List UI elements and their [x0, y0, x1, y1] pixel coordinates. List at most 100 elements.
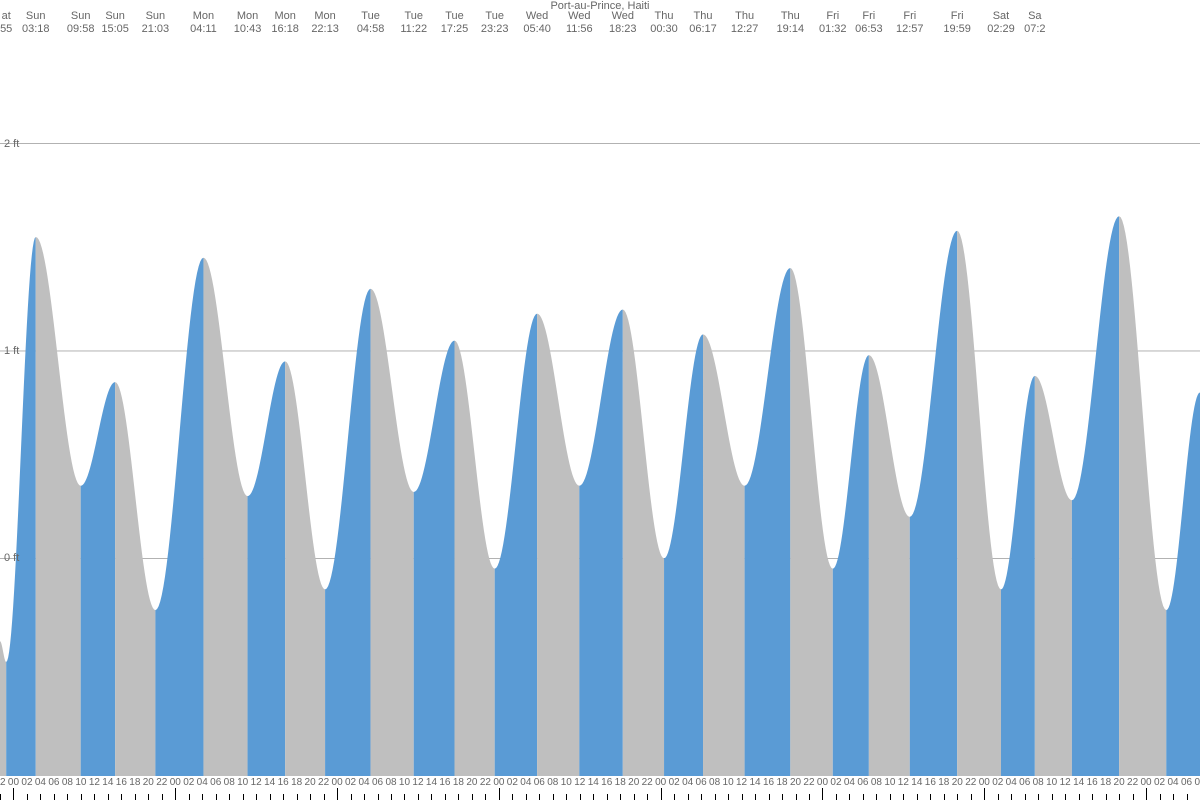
- x-axis-minor-tick: [27, 794, 28, 800]
- top-label-time: 19:14: [777, 23, 805, 36]
- x-axis-hour-label: 04: [520, 777, 531, 788]
- x-axis-minor-tick: [809, 794, 810, 800]
- tide-rising-segment: [1072, 216, 1119, 776]
- x-axis-hour-label: 00: [332, 777, 343, 788]
- y-axis-label: 2 ft: [4, 138, 19, 150]
- x-axis-hour-label: 10: [1046, 777, 1057, 788]
- tide-falling-segment: [36, 237, 81, 776]
- x-axis-hour-label: 08: [385, 777, 396, 788]
- x-axis-hour-label: 16: [439, 777, 450, 788]
- x-axis-minor-tick: [391, 794, 392, 800]
- x-axis-minor-tick: [769, 794, 770, 800]
- top-label-time: 22:13: [311, 23, 339, 36]
- x-axis-major-tick: [822, 788, 823, 800]
- x-axis-minor-tick: [1173, 794, 1174, 800]
- x-axis-minor-tick: [849, 794, 850, 800]
- x-axis-minor-tick: [404, 794, 405, 800]
- tide-extreme-label: Fri12:57: [896, 10, 924, 36]
- x-axis-minor-tick: [944, 794, 945, 800]
- top-label-day: Mon: [190, 10, 217, 23]
- x-axis-minor-tick: [553, 794, 554, 800]
- x-axis-hour-label: 06: [534, 777, 545, 788]
- x-axis-major-tick: [984, 788, 985, 800]
- top-label-time: 10:43: [234, 23, 262, 36]
- top-label-time: 07:2: [1024, 23, 1045, 36]
- x-axis-minor-tick: [863, 794, 864, 800]
- tide-extreme-label: Thu06:17: [689, 10, 717, 36]
- x-axis-hour-label: 20: [628, 777, 639, 788]
- x-axis-minor-tick: [0, 794, 1, 800]
- top-label-day: Tue: [441, 10, 469, 23]
- x-axis-hour-label: 00: [493, 777, 504, 788]
- tide-extreme-label: Thu00:30: [650, 10, 678, 36]
- tide-rising-segment: [495, 314, 537, 776]
- x-axis-hour-label: 14: [102, 777, 113, 788]
- x-axis-minor-tick: [903, 794, 904, 800]
- top-label-day: Sun: [142, 10, 170, 23]
- x-axis-minor-tick: [243, 794, 244, 800]
- top-label-day: at: [0, 10, 12, 23]
- tide-falling-segment: [957, 231, 1001, 776]
- x-axis-hour-label: 12: [251, 777, 262, 788]
- x-axis-hour-label: 08: [62, 777, 73, 788]
- x-axis-hour-label: 22: [1127, 777, 1138, 788]
- x-axis-hour-label: 14: [1073, 777, 1084, 788]
- top-label-day: Mon: [271, 10, 299, 23]
- x-axis-hour-label: 02: [1154, 777, 1165, 788]
- x-axis-minor-tick: [162, 794, 163, 800]
- x-axis-hour-label: 04: [1167, 777, 1178, 788]
- x-axis-minor-tick: [1106, 794, 1107, 800]
- top-label-time: 15:05: [101, 23, 129, 36]
- x-axis-minor-tick: [1065, 794, 1066, 800]
- tide-extreme-label: Sun03:18: [22, 10, 50, 36]
- tide-falling-segment: [537, 314, 579, 776]
- x-axis-hour-label: 00: [817, 777, 828, 788]
- x-axis-minor-tick: [297, 794, 298, 800]
- top-label-time: 55: [0, 23, 12, 36]
- tide-extreme-label: Mon10:43: [234, 10, 262, 36]
- x-axis-minor-tick: [81, 794, 82, 800]
- x-axis-hour-label: 02: [669, 777, 680, 788]
- x-axis-hour-label: 02: [21, 777, 32, 788]
- top-label-day: Wed: [523, 10, 551, 23]
- x-axis-minor-tick: [836, 794, 837, 800]
- x-axis-hour-label: 16: [1087, 777, 1098, 788]
- top-label-day: Sun: [67, 10, 95, 23]
- x-axis-hour-label: 12: [898, 777, 909, 788]
- x-axis-hour-label: 18: [453, 777, 464, 788]
- x-axis-minor-tick: [1119, 794, 1120, 800]
- x-axis-minor-tick: [54, 794, 55, 800]
- tide-extreme-label: Mon22:13: [311, 10, 339, 36]
- x-axis-hour-label: 06: [696, 777, 707, 788]
- x-axis-hour-label: 06: [210, 777, 221, 788]
- x-axis-hour-label: 04: [35, 777, 46, 788]
- x-axis-minor-tick: [526, 794, 527, 800]
- x-axis-hour-label: 10: [884, 777, 895, 788]
- x-axis-minor-tick: [647, 794, 648, 800]
- x-axis-minor-tick: [742, 794, 743, 800]
- top-label-day: Tue: [357, 10, 385, 23]
- top-labels-container: at55Sun03:18Sun09:58Sun15:05Sun21:03Mon0…: [0, 10, 1200, 38]
- x-axis-major-tick: [661, 788, 662, 800]
- x-axis-hour-label: 18: [1100, 777, 1111, 788]
- tide-rising-segment: [910, 231, 957, 776]
- x-axis-minor-tick: [580, 794, 581, 800]
- y-axis-label: 1 ft: [4, 345, 19, 357]
- x-axis-minor-tick: [135, 794, 136, 800]
- tide-extreme-label: Fri01:32: [819, 10, 847, 36]
- x-axis-hour-label: 16: [116, 777, 127, 788]
- tide-extreme-label: Tue04:58: [357, 10, 385, 36]
- top-label-day: Fri: [819, 10, 847, 23]
- x-axis-minor-tick: [364, 794, 365, 800]
- x-axis-minor-tick: [1160, 794, 1161, 800]
- x-axis-minor-tick: [917, 794, 918, 800]
- x-axis-minor-tick: [971, 794, 972, 800]
- top-label-day: Wed: [566, 10, 593, 23]
- top-label-day: Thu: [777, 10, 805, 23]
- x-axis-hour-label: 04: [682, 777, 693, 788]
- x-axis-hour-label: 20: [143, 777, 154, 788]
- x-axis-hour-label: 14: [426, 777, 437, 788]
- tide-extreme-label: Wed05:40: [523, 10, 551, 36]
- x-axis-hour-label: 08: [547, 777, 558, 788]
- x-axis-hour-label: 22: [965, 777, 976, 788]
